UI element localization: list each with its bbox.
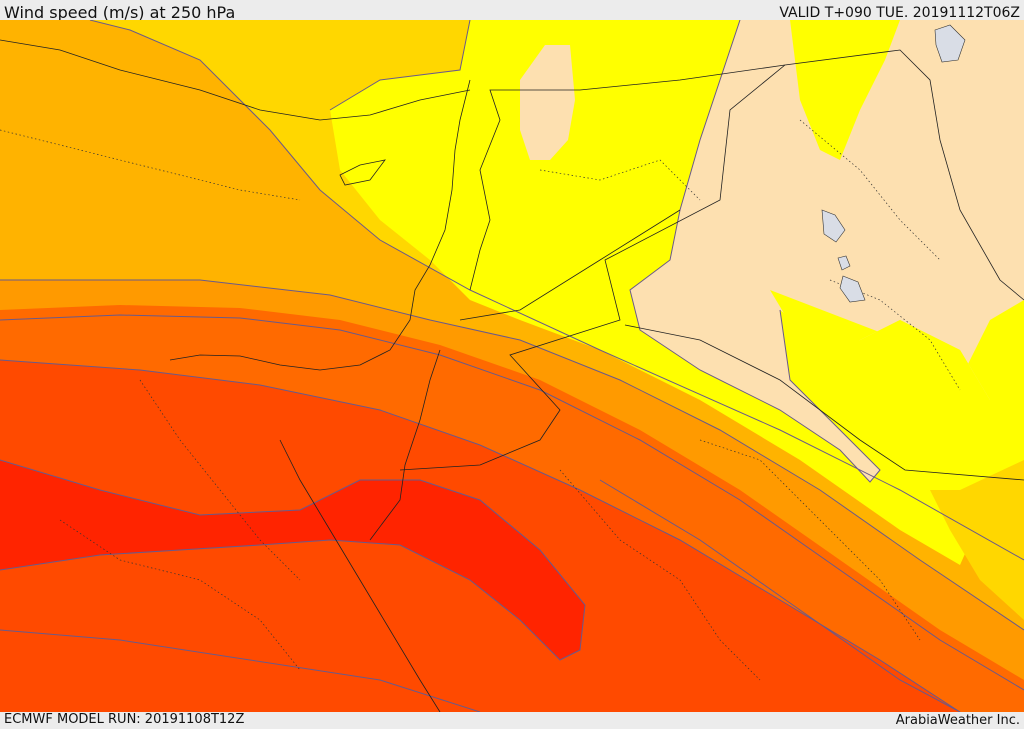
map-title: Wind speed (m/s) at 250 hPa bbox=[4, 3, 236, 22]
contour-line bbox=[0, 279, 1024, 631]
contour-line bbox=[0, 359, 961, 712]
coastline-cyprus bbox=[339, 159, 386, 186]
lake-milh bbox=[839, 275, 866, 303]
border-line bbox=[399, 49, 1024, 471]
coastline-mediterranean bbox=[169, 79, 471, 371]
model-run-label: ECMWF MODEL RUN: 20191108T12Z bbox=[4, 712, 245, 727]
coastline-gulf bbox=[369, 349, 441, 541]
band-red-core bbox=[0, 460, 585, 660]
band-lightest-east bbox=[630, 20, 1024, 482]
credit-label: ArabiaWeather Inc. bbox=[895, 713, 1020, 728]
contour-line bbox=[0, 459, 586, 661]
isotach-contours bbox=[0, 20, 1024, 712]
lake-razzaza bbox=[837, 255, 851, 271]
contour-line bbox=[0, 629, 481, 712]
border-line bbox=[624, 324, 1024, 481]
lake-van bbox=[934, 24, 966, 63]
contour-line bbox=[89, 20, 1024, 561]
coastline-red-sea bbox=[279, 439, 441, 712]
border-line bbox=[469, 64, 786, 291]
band-gold-se bbox=[930, 460, 1024, 620]
map-header: Wind speed (m/s) at 250 hPa VALID T+090 … bbox=[0, 0, 1024, 22]
contour-line bbox=[0, 314, 1024, 691]
coastline-turkey bbox=[0, 39, 471, 121]
lake-tharthar bbox=[821, 209, 846, 243]
province-line bbox=[539, 159, 701, 201]
lakes bbox=[821, 24, 966, 303]
map-canvas bbox=[0, 20, 1024, 712]
province-line bbox=[59, 519, 301, 671]
province-line bbox=[0, 129, 301, 201]
wind-speed-map bbox=[0, 20, 1024, 712]
province-boundaries bbox=[0, 119, 961, 681]
band-yellow-island-1 bbox=[790, 20, 900, 160]
province-line bbox=[559, 469, 761, 681]
border-line bbox=[459, 209, 681, 321]
country-borders bbox=[399, 49, 1024, 481]
valid-time: VALID T+090 TUE. 20191112T06Z bbox=[779, 5, 1020, 21]
contour-line bbox=[329, 20, 471, 111]
contour-line bbox=[599, 479, 961, 712]
map-footer: ECMWF MODEL RUN: 20191108T12Z ArabiaWeat… bbox=[0, 712, 1024, 729]
coastlines bbox=[0, 39, 471, 712]
province-line bbox=[139, 379, 301, 581]
band-yellow-island-2 bbox=[770, 290, 1024, 400]
province-line bbox=[699, 439, 921, 641]
band-lightest-west bbox=[520, 45, 575, 160]
contour-line bbox=[629, 20, 881, 483]
